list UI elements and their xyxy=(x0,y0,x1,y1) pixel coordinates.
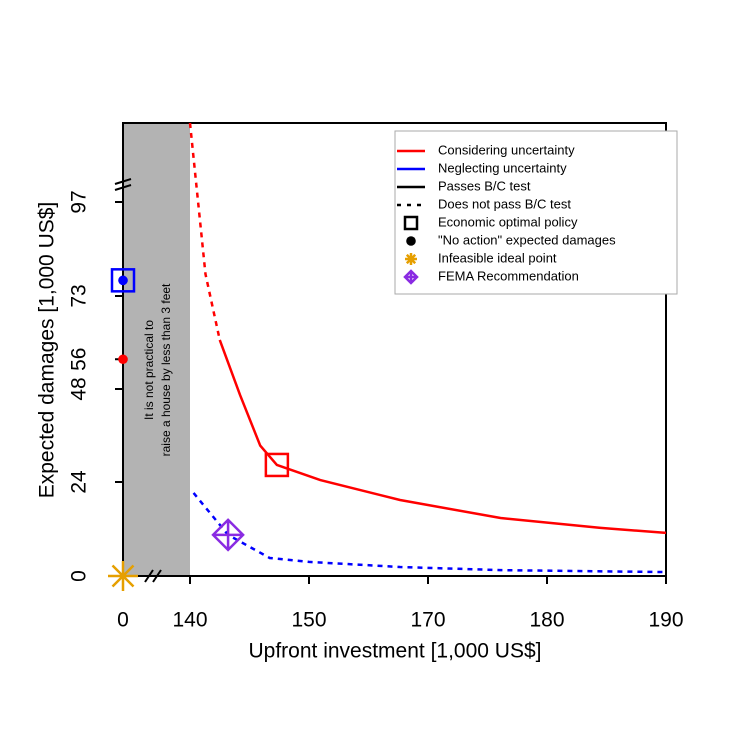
x-tick-label: 140 xyxy=(172,609,207,632)
shaded-region xyxy=(123,123,190,576)
y-tick-label: 97 xyxy=(68,190,91,213)
star xyxy=(405,253,417,265)
square xyxy=(110,268,136,293)
marker-square xyxy=(110,268,136,293)
x-tick-label: 190 xyxy=(648,609,683,632)
axis-break xyxy=(114,178,162,583)
series-line xyxy=(188,122,221,341)
marker-dot xyxy=(118,354,128,365)
diamond xyxy=(211,518,245,552)
annotation: It is not practical to xyxy=(142,320,156,420)
y-axis-label: Expected damages [1,000 US$] xyxy=(36,202,59,499)
marker-star xyxy=(405,253,417,265)
series-line xyxy=(218,339,667,535)
square xyxy=(403,215,419,231)
x-tick-label: 180 xyxy=(529,609,564,632)
x-tick-label: 150 xyxy=(291,609,326,632)
x-tick-label: 170 xyxy=(410,609,445,632)
marker-dot xyxy=(118,275,128,286)
marker-diamond xyxy=(211,518,245,552)
legend-label: Passes B/C test xyxy=(438,178,531,193)
legend-label: "No action" expected damages xyxy=(438,232,616,247)
legend-label: Infeasible ideal point xyxy=(438,250,557,265)
y-tick-label: 0 xyxy=(68,570,91,582)
y-tick-label: 48 xyxy=(68,377,91,400)
y-tick-label: 56 xyxy=(68,348,91,371)
y-tick-label: 73 xyxy=(68,284,91,307)
marker-square xyxy=(264,452,290,478)
y-tick-label: 24 xyxy=(68,470,91,494)
legend-box xyxy=(394,130,678,295)
dot xyxy=(118,354,128,365)
star xyxy=(108,561,138,591)
marker-star xyxy=(108,561,138,591)
legend-label: Neglecting uncertainty xyxy=(438,160,567,175)
marker-dot xyxy=(406,236,416,246)
dot xyxy=(406,236,416,246)
legend-label: Does not pass B/C test xyxy=(438,196,571,211)
diamond xyxy=(403,269,419,285)
marker-square xyxy=(403,215,419,231)
marker-diamond xyxy=(403,269,419,285)
annotation: raise a house by less than 3 feet xyxy=(159,283,173,456)
legend-label: FEMA Recommendation xyxy=(438,268,579,283)
legend-label: Considering uncertainty xyxy=(438,142,575,157)
legend-label: Economic optimal policy xyxy=(438,214,578,229)
square xyxy=(264,452,290,478)
x-axis-label: Upfront investment [1,000 US$] xyxy=(249,640,542,663)
x-tick-label: 0 xyxy=(117,609,129,632)
dot xyxy=(118,275,128,286)
